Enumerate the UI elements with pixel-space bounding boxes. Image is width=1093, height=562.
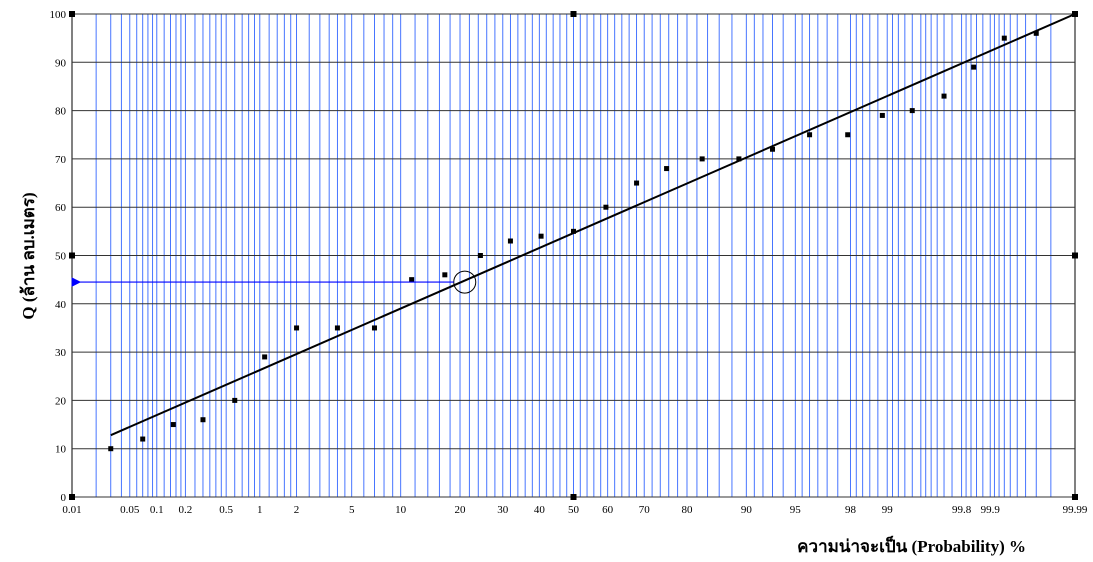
data-point <box>845 132 851 138</box>
data-point <box>262 354 268 360</box>
data-point <box>770 146 776 152</box>
data-point <box>971 64 977 70</box>
data-point <box>879 112 885 118</box>
y-tick-label: 30 <box>55 347 67 359</box>
y-tick-label: 60 <box>55 202 67 214</box>
x-tick-labels: 0.01 0.05 0.1 0.2 0.5 1 2 5 10 20 30 40 50 60 70 80 90 95… <box>62 504 1088 516</box>
x-tick-label: 95 <box>790 504 802 516</box>
x-tick-label: 80 <box>681 504 693 516</box>
x-tick-label: 99.8 <box>952 504 972 516</box>
data-point <box>108 446 114 452</box>
data-point <box>409 277 415 283</box>
x-tick-label: 0.2 <box>179 504 193 516</box>
frame-handle <box>570 11 577 17</box>
x-tick-label: 99.99 <box>1063 504 1088 516</box>
y-tick-label: 70 <box>55 154 67 166</box>
data-point <box>538 233 544 239</box>
y-tick-label: 50 <box>55 251 67 263</box>
x-tick-label: 0.01 <box>62 504 81 516</box>
frame-handle <box>1072 494 1078 500</box>
y-tick-label: 100 <box>50 9 67 21</box>
fit-line <box>110 13 1076 437</box>
data-point <box>571 228 576 234</box>
y-tick-label: 20 <box>55 395 67 407</box>
y-tick-labels: 0 10 20 30 40 50 60 70 80 90 100 <box>50 9 67 504</box>
x-tick-label: 10 <box>395 504 407 516</box>
x-tick-label: 30 <box>497 504 509 516</box>
data-point <box>634 180 640 186</box>
data-point <box>334 325 340 331</box>
data-point <box>603 204 609 210</box>
frame-handle <box>69 11 75 17</box>
data-point <box>807 132 813 138</box>
fit-line-group <box>110 13 1076 437</box>
x-axis-label: ความน่าจะเป็น (Probability) % <box>797 534 1026 556</box>
data-point <box>140 436 146 442</box>
x-tick-label: 20 <box>455 504 467 516</box>
data-point <box>909 108 915 114</box>
data-point <box>699 156 705 162</box>
data-point <box>200 417 206 423</box>
data-point <box>507 238 513 244</box>
data-point <box>941 93 947 99</box>
y-tick-label: 80 <box>55 106 67 118</box>
x-tick-label: 90 <box>741 504 753 516</box>
frame-handles <box>69 11 1078 500</box>
y-tick-label: 40 <box>55 299 67 311</box>
data-point <box>1033 30 1039 36</box>
y-tick-label: 90 <box>55 57 67 69</box>
y-axis-label: Q (ล้าน ลบ.เมตร) <box>19 192 38 319</box>
data-point <box>232 397 238 403</box>
data-point <box>736 156 742 162</box>
data-point <box>371 325 377 331</box>
x-tick-label: 1 <box>257 504 263 516</box>
frame-handle <box>1072 252 1078 259</box>
y-tick-label: 0 <box>61 492 67 504</box>
x-tick-label: 5 <box>349 504 355 516</box>
x-tick-label: 40 <box>534 504 546 516</box>
frame-handle <box>69 494 75 500</box>
horizontal-grid <box>72 13 1075 498</box>
annotation-group <box>71 270 477 294</box>
x-tick-label: 98 <box>845 504 857 516</box>
x-tick-label: 60 <box>602 504 614 516</box>
data-points <box>108 30 1039 452</box>
x-tick-label: 70 <box>639 504 651 516</box>
data-point <box>1001 35 1007 41</box>
x-tick-label: 99 <box>882 504 894 516</box>
x-tick-label: 50 <box>568 504 580 516</box>
frame-handle <box>69 252 75 259</box>
data-point <box>477 253 483 258</box>
data-point <box>664 166 670 172</box>
x-tick-label: 0.05 <box>120 504 140 516</box>
x-tick-label: 0.5 <box>219 504 233 516</box>
x-tick-label: 2 <box>294 504 300 516</box>
data-point <box>442 272 448 278</box>
y-tick-label: 10 <box>55 444 67 456</box>
data-point <box>170 422 176 428</box>
data-point <box>294 325 300 331</box>
x-tick-label: 99.9 <box>981 504 1001 516</box>
x-tick-label: 0.1 <box>150 504 164 516</box>
frame-handle <box>1072 11 1078 17</box>
frame-handle <box>570 494 577 500</box>
